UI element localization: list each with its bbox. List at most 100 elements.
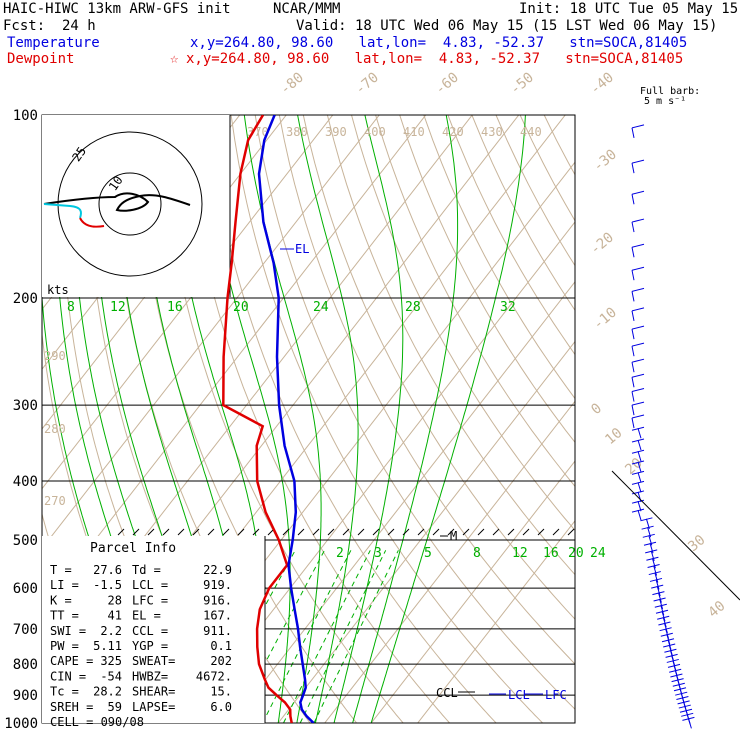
parcel-info-cell: LI = [50,578,79,592]
model-title: HAIC-HIWC 13km ARW-GFS init [3,1,231,17]
pressure-tick-label: 500 [13,533,38,549]
theta-label: 400 [364,125,386,139]
annotation-ccl: CCL [436,686,458,700]
pressure-tick-label: 400 [13,474,38,490]
hodograph-trace-black [43,192,191,212]
annotations: EL M CCL LCL LFC [280,242,567,702]
wind-barb [631,342,645,347]
level-tick-mark [462,528,470,536]
parcel-info-cell: -54 [100,669,122,683]
isotherm-line [417,520,575,723]
wind-barb-flag [631,163,635,174]
dry-adiabat-label: 290 [44,349,66,363]
isotherm-line [277,340,575,723]
level-tick-mark [387,528,395,536]
wind-barb-flag [637,451,642,462]
wind-barb-flag [657,592,662,603]
hodograph-ring-25 [57,131,203,277]
mixing-ratio-label: 20 [568,546,584,561]
init-time: Init: 18 UTC Tue 05 May 15 [519,1,739,17]
parcel-info-cell: SHEAR= [132,685,175,699]
isotherm-label: -50 [507,70,537,99]
mixing-ratio-label: 2 [336,546,344,561]
parcel-info-cell: 202 [210,654,232,668]
hodograph-trace-red [79,217,105,228]
mixing-ratio-label: 3 [374,546,382,561]
parcel-info-cell: SWEAT= [132,654,175,668]
dry-adiabat-line [326,115,575,576]
parcel-info-cell: 6.0 [210,700,232,714]
isotherm-line [42,115,380,550]
parcel-info-cell: 15. [210,685,232,699]
wind-barb-flag [631,377,635,388]
level-tick-mark [252,528,260,536]
wind-barb [631,243,645,248]
barb-panel-divider [611,470,740,601]
moist-adiabat-line [370,115,526,723]
parcel-info-title: Parcel Info [90,541,176,556]
parcel-info-cell: Td = [132,563,161,577]
parcel-info-cell: PW = [50,639,79,653]
parcel-info-cell: 916. [203,593,232,607]
wind-barb-flag [631,194,635,205]
isotherm-label: -10 [590,305,620,334]
moist-adiabat-label: 8 [67,300,75,315]
annotation-el: EL [295,242,309,256]
wind-barb-flag [637,510,642,521]
hodograph-ring-label-25: 25 [69,144,89,164]
parcel-info-cell: 919. [203,578,232,592]
level-tick-mark [177,528,185,536]
theta-label: 420 [442,125,464,139]
wind-barb [631,401,645,406]
wind-barb-flag [631,127,635,138]
dry-adiabat-line [182,115,450,723]
wind-barb-flag [660,605,665,616]
wind-barb-flag [687,718,692,729]
hodograph-ring-label-10: 10 [106,173,126,193]
parcel-info-cell: Tc = [50,685,79,699]
wind-barb [631,307,645,312]
traces [222,115,315,723]
wind-barb-flag [631,310,635,322]
pressure-tick-label: 700 [13,622,38,638]
wind-barb-flag [637,439,642,451]
pressure-tick-label: 900 [13,688,38,704]
isotherm-label: 40 [705,598,728,621]
level-tick-mark [132,528,140,536]
parcel-info-cell: EL = [132,609,161,623]
parcel-info-cell: CCL = [132,624,168,638]
wind-barb [631,159,645,164]
parcel-info-cell: YGP = [132,639,168,653]
isotherm-line [370,460,575,723]
parcel-info-cell: HWBZ= [132,669,168,683]
level-tick-mark [117,528,125,536]
wind-barb-flag [631,417,635,429]
dry-adiabat-line [351,115,575,532]
wind-barb [631,388,645,393]
mixing-ratio-label: 16 [543,546,559,561]
parcel-info-cell: 41 [108,609,122,623]
isotherm-label: -70 [352,70,382,99]
theta-label: 410 [403,125,425,139]
mixing-ratio-line [283,550,371,723]
parcel-info-cell: 0.1 [210,639,232,653]
moist-adiabat-line [333,115,404,723]
parcel-info-cell: 28 [108,593,122,607]
level-tick-mark [492,528,500,536]
isotherm-label: 10 [602,425,625,448]
wind-barb-flag [654,572,659,583]
dry-adiabat-line [399,115,575,444]
parcel-info-cell: K = [50,593,72,607]
fcst-label: Fcst: [3,18,46,34]
fcst-value: 24 h [62,18,96,34]
wind-barb-flag [631,221,635,233]
wind-barb-flag [650,550,655,562]
wind-barb-flag [662,617,667,628]
wind-barb [631,218,645,223]
hodograph-units: kts [47,283,69,297]
parcel-info-cell: SREH = [50,700,93,714]
isotherm-label: -40 [587,70,617,99]
wind-barb-flag [631,391,635,402]
dry-adiabat-line [423,115,575,400]
wind-barb-flag [631,329,635,340]
